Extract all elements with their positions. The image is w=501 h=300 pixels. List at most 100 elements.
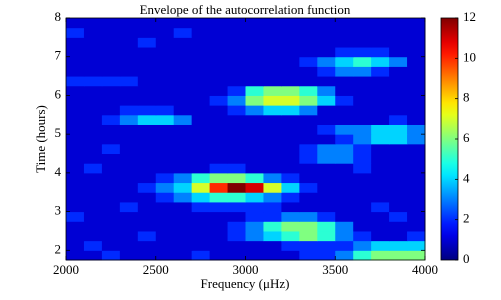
heatmap-cell [335, 124, 354, 135]
heatmap-cell [155, 56, 175, 67]
heatmap-cell [281, 37, 300, 48]
heatmap-cell [137, 37, 157, 48]
heatmap-cell [119, 76, 139, 87]
heatmap-cell [335, 143, 354, 155]
heatmap-cell [66, 124, 85, 135]
heatmap-cell [191, 37, 211, 48]
heatmap-cell [263, 37, 282, 48]
heatmap-cell [281, 172, 300, 184]
heatmap-cell [245, 85, 264, 96]
heatmap-cell [191, 153, 211, 164]
heatmap-cell [317, 95, 336, 106]
heatmap-cell [245, 211, 264, 222]
heatmap-cell [66, 221, 85, 232]
heatmap-cell [317, 37, 336, 48]
heatmap-cell [83, 143, 103, 155]
heatmap-cell [173, 124, 193, 135]
heatmap-cell [263, 27, 282, 38]
heatmap-cell [335, 95, 354, 106]
heatmap-cell [407, 124, 426, 135]
heatmap-cell [173, 114, 193, 125]
heatmap-cell [66, 85, 85, 96]
heatmap-cell [245, 95, 264, 106]
heatmap-cell [173, 37, 193, 48]
heatmap-cell [263, 76, 282, 87]
heatmap-cell [371, 66, 390, 77]
heatmap-cell [389, 56, 408, 67]
heatmap-cell [227, 66, 246, 77]
heatmap-cell [173, 201, 193, 213]
heatmap-cell [317, 76, 336, 87]
heatmap-cell [335, 240, 354, 251]
heatmap-cell [245, 182, 264, 193]
heatmap-cell [317, 124, 336, 135]
heatmap-cell [173, 47, 193, 58]
heatmap-cell [66, 240, 85, 251]
heatmap-cell [173, 240, 193, 251]
heatmap-cell [407, 211, 426, 222]
heatmap-cell [191, 172, 211, 184]
heatmap-cell [227, 85, 246, 96]
heatmap-cell [389, 172, 408, 184]
heatmap-cell [191, 56, 211, 67]
heatmap-cell [281, 56, 300, 67]
heatmap-cell [245, 66, 264, 77]
heatmap-cell [191, 27, 211, 38]
heatmap-cell [299, 76, 318, 87]
heatmap-cell [281, 27, 300, 38]
heatmap-cell [173, 250, 193, 261]
heatmap-cell [101, 172, 121, 184]
heatmap-cell [66, 250, 85, 261]
heatmap-cell [227, 192, 246, 203]
heatmap-cell [83, 230, 103, 242]
heatmap-cell [263, 66, 282, 77]
heatmap-cell [371, 172, 390, 184]
heatmap-cell [101, 66, 121, 77]
heatmap-cell [407, 66, 426, 77]
heatmap-cell [66, 37, 85, 48]
heatmap-cell [209, 85, 229, 96]
heatmap-cell [173, 27, 193, 38]
heatmap-cell [137, 95, 157, 106]
heatmap-cell [101, 163, 121, 174]
heatmap-cell [317, 143, 336, 155]
heatmap-cell [209, 192, 229, 203]
heatmap-cell [353, 114, 372, 125]
heatmap [66, 18, 426, 261]
heatmap-cell [353, 201, 372, 213]
heatmap-cell [263, 153, 282, 164]
heatmap-cell [119, 182, 139, 193]
heatmap-cell [227, 47, 246, 58]
heatmap-cell [281, 192, 300, 203]
heatmap-cell [317, 47, 336, 58]
heatmap-cell [191, 230, 211, 242]
y-tick-label: 8 [55, 9, 62, 24]
heatmap-cell [227, 211, 246, 222]
heatmap-cell [299, 105, 318, 116]
heatmap-cell [83, 192, 103, 203]
x-tick-label: 2000 [53, 262, 79, 277]
heatmap-cell [119, 56, 139, 67]
heatmap-cell [209, 230, 229, 242]
heatmap-cell [83, 56, 103, 67]
heatmap-cell [407, 105, 426, 116]
heatmap-cell [155, 143, 175, 155]
heatmap-cell [281, 95, 300, 106]
heatmap-cell [66, 143, 85, 155]
heatmap-cell [83, 76, 103, 87]
heatmap-cell [281, 105, 300, 116]
heatmap-cell [335, 114, 354, 125]
heatmap-cell [119, 47, 139, 58]
heatmap-cell [281, 134, 300, 145]
heatmap-cell [101, 18, 121, 29]
heatmap-cell [119, 114, 139, 125]
heatmap-cell [191, 250, 211, 261]
heatmap-cell [353, 240, 372, 251]
heatmap-cell [245, 230, 264, 242]
heatmap-cell [101, 134, 121, 145]
x-tick-label: 3500 [322, 262, 348, 277]
heatmap-cell [281, 47, 300, 58]
heatmap-cell [191, 114, 211, 125]
heatmap-cell [191, 182, 211, 193]
heatmap-cell [155, 105, 175, 116]
